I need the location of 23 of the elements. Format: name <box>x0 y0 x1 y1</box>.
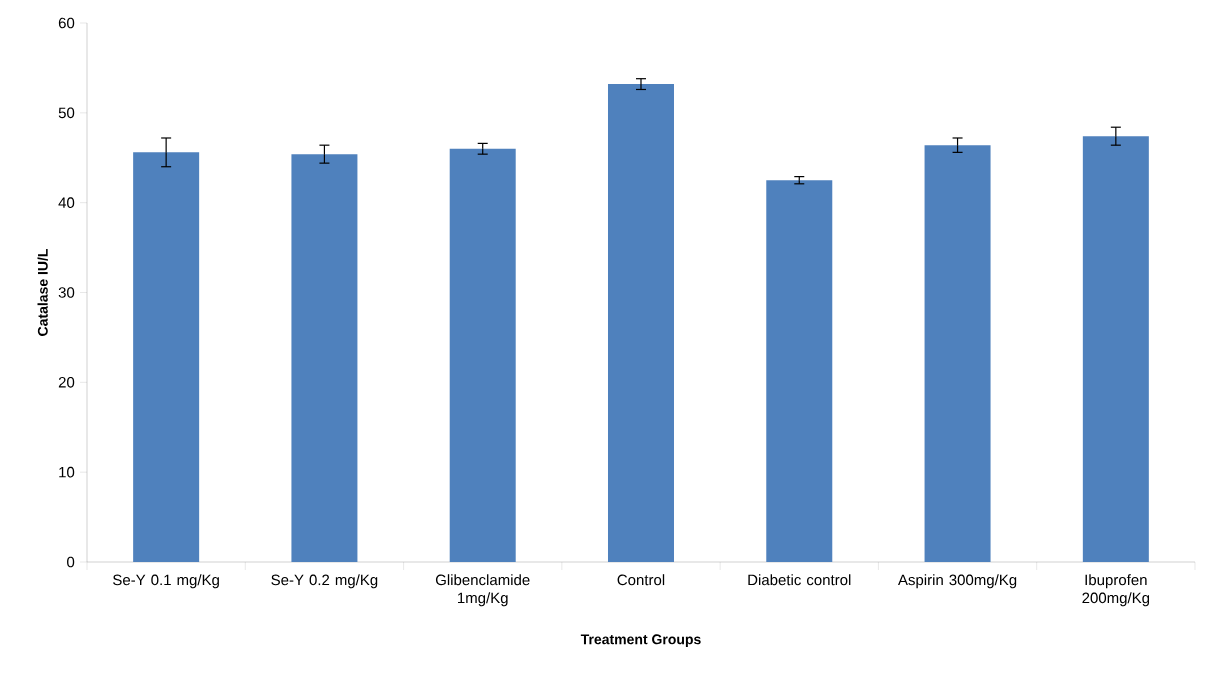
bar <box>133 152 200 562</box>
x-tick-label: Diabetic control <box>748 574 851 586</box>
bar <box>291 154 358 562</box>
x-tick-label: Se-Y 0.2 mg/Kg <box>271 574 378 589</box>
x-tick-label: Ibuprofen 200mg/Kg <box>1082 574 1150 607</box>
x-tick-label: Control <box>617 574 665 586</box>
bar <box>449 148 516 562</box>
y-tick-label: 60 <box>58 17 75 29</box>
x-tick-label: Glibenclamide 1mg/Kg <box>435 574 530 607</box>
x-axis-title: Treatment Groups <box>580 634 701 648</box>
y-tick-label: 20 <box>58 377 75 388</box>
bar <box>1082 136 1149 562</box>
y-tick-label: 50 <box>58 107 75 119</box>
bar <box>924 145 991 562</box>
y-tick-label: 30 <box>58 287 75 298</box>
y-axis-title: Catalase IU/L <box>37 248 48 336</box>
bar <box>766 180 833 562</box>
x-tick-label: Aspirin 300mg/Kg <box>897 574 1017 589</box>
y-tick-label: 10 <box>59 466 75 478</box>
x-tick-label: Se-Y 0.1 mg/Kg <box>113 574 219 589</box>
bar <box>607 84 674 562</box>
y-tick-label: 0 <box>67 556 75 568</box>
y-tick-label: 40 <box>58 197 75 208</box>
